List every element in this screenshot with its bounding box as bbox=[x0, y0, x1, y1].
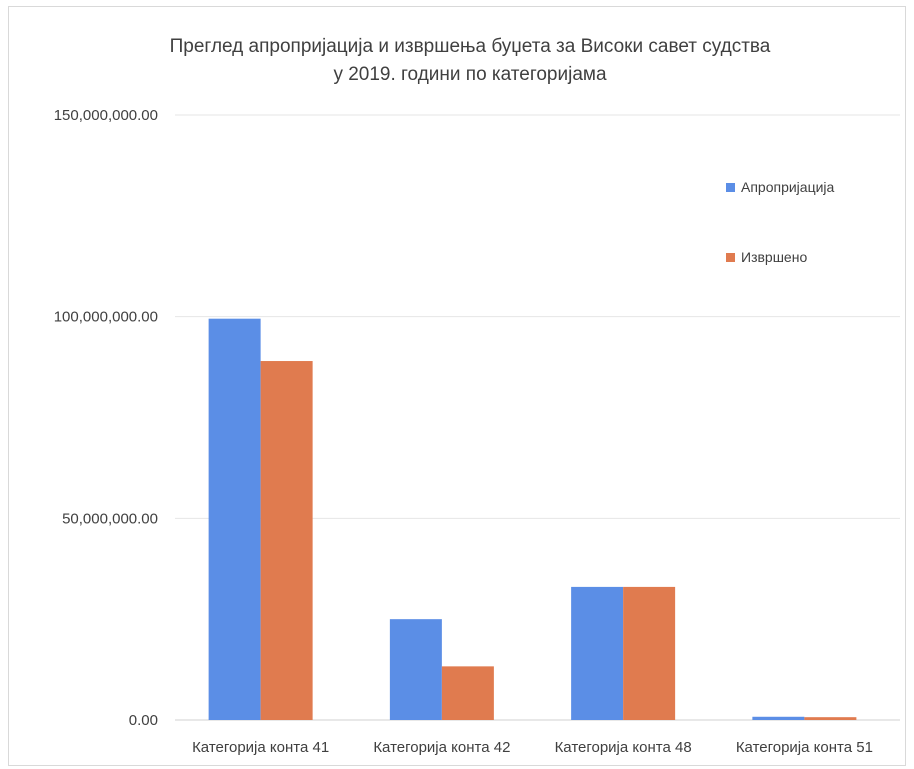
y-tick-label: 100,000,000.00 bbox=[54, 309, 158, 326]
legend-label: Извршено bbox=[741, 249, 807, 265]
legend-label: Апропријација bbox=[741, 179, 835, 195]
x-axis-category-labels: Категорија конта 41 Категорија конта 42 Ка… bbox=[192, 739, 873, 756]
x-category-label: Категорија конта 42 bbox=[373, 739, 510, 756]
x-category-label: Категорија конта 51 bbox=[736, 739, 873, 756]
legend-swatch bbox=[726, 183, 735, 192]
bar-apropriation-3 bbox=[571, 586, 624, 720]
y-tick-label: 50,000,000.00 bbox=[62, 510, 158, 527]
bar-apropriation-2 bbox=[389, 619, 442, 720]
y-tick-label: 0.00 bbox=[129, 712, 158, 729]
bar-executed-3 bbox=[623, 586, 676, 720]
bar-executed-1 bbox=[260, 361, 313, 720]
chart-title-line-1: Преглед апропријација и извршења буџета … bbox=[170, 36, 771, 57]
chart-frame bbox=[8, 6, 906, 766]
y-axis-tick-labels: 0.00 50,000,000.00 100,000,000.00 150,000,0… bbox=[54, 107, 158, 729]
bar-executed-4 bbox=[804, 717, 857, 720]
x-category-label: Категорија конта 48 bbox=[555, 739, 692, 756]
x-category-label: Категорија конта 41 bbox=[192, 739, 329, 756]
bar-executed-2 bbox=[441, 666, 494, 720]
chart-title-line-2: у 2019. години по категоријама bbox=[333, 64, 607, 85]
bars bbox=[208, 318, 857, 720]
bar-apropriation-1 bbox=[208, 318, 261, 720]
y-tick-label: 150,000,000.00 bbox=[54, 107, 158, 124]
legend: Апропријација Извршено bbox=[726, 179, 835, 265]
bar-apropriation-4 bbox=[752, 716, 805, 720]
legend-swatch bbox=[726, 253, 735, 262]
